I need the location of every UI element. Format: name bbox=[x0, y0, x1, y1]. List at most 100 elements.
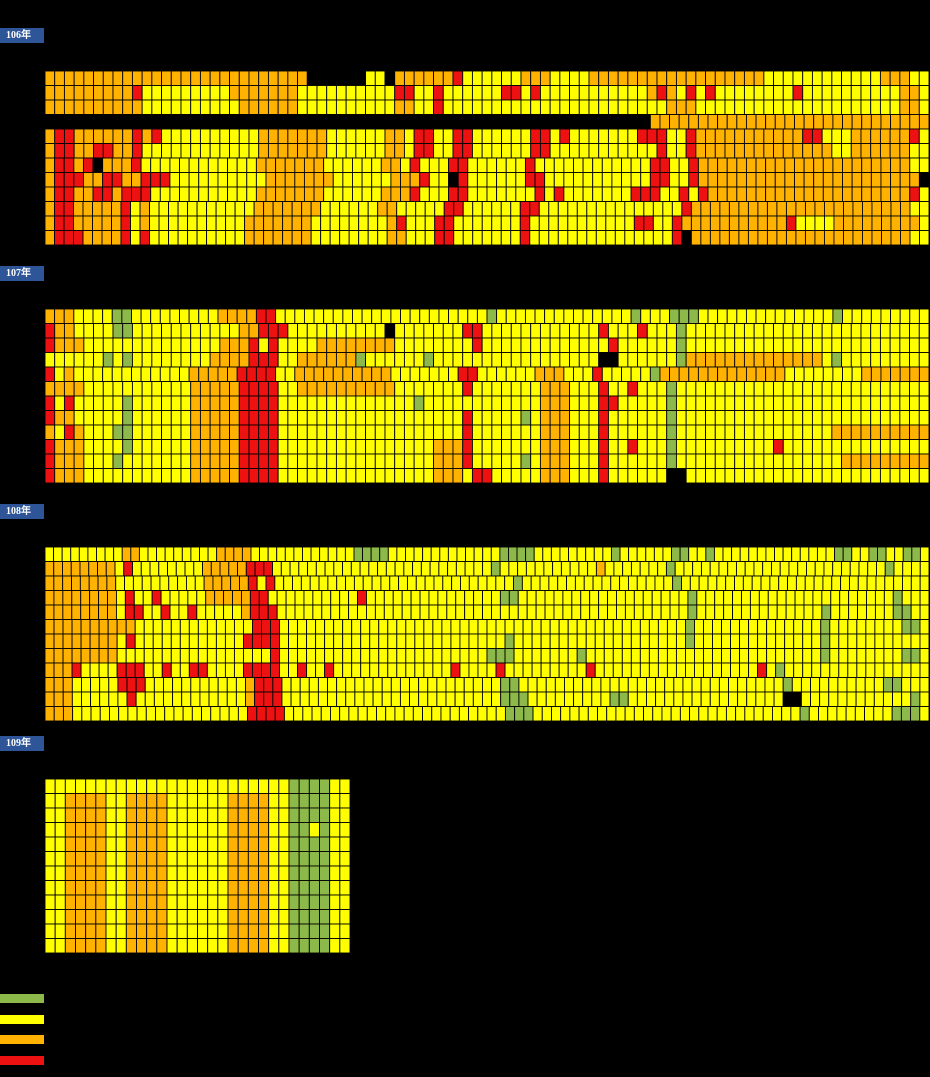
heatmap-cell bbox=[549, 410, 561, 426]
heatmap-cell bbox=[403, 85, 415, 101]
heatmap-cell bbox=[310, 215, 322, 231]
heatmap-cell bbox=[332, 157, 344, 173]
heatmap-cell bbox=[666, 85, 677, 101]
heatmap-cell bbox=[861, 366, 872, 382]
heatmap-cell bbox=[491, 85, 503, 101]
heatmap-cell bbox=[141, 468, 153, 484]
heatmap-cell bbox=[176, 822, 188, 838]
heatmap-cell bbox=[549, 424, 561, 440]
heatmap-cell bbox=[335, 468, 347, 484]
heatmap-cell bbox=[846, 691, 857, 707]
heatmap-cell bbox=[277, 410, 289, 426]
heatmap-cell bbox=[666, 619, 677, 635]
heatmap-cell bbox=[53, 547, 63, 562]
heatmap-cell bbox=[874, 633, 885, 649]
heatmap-cell bbox=[54, 938, 66, 954]
heatmap-cell bbox=[306, 71, 318, 86]
heatmap-cell bbox=[275, 186, 286, 202]
heatmap-cell bbox=[682, 677, 693, 693]
heatmap-cell bbox=[538, 215, 550, 231]
heatmap-cell bbox=[678, 604, 689, 620]
heatmap-cell bbox=[705, 468, 716, 484]
heatmap-cell bbox=[592, 366, 603, 382]
heatmap-cell bbox=[646, 337, 658, 353]
heatmap-cell bbox=[339, 822, 350, 838]
heatmap-cell bbox=[705, 352, 716, 368]
heatmap-cell bbox=[161, 395, 172, 411]
heatmap-cell bbox=[919, 575, 930, 591]
heatmap-cell bbox=[482, 547, 492, 562]
heatmap-cell bbox=[413, 323, 425, 339]
heatmap-cell bbox=[697, 114, 709, 130]
heatmap-cell bbox=[436, 677, 447, 693]
heatmap-cell bbox=[747, 215, 759, 231]
heatmap-cell bbox=[150, 309, 161, 324]
heatmap-cell bbox=[660, 590, 671, 606]
heatmap-cell bbox=[477, 619, 488, 635]
heatmap-cell bbox=[831, 453, 843, 469]
heatmap-cell bbox=[219, 468, 231, 484]
heatmap-cell bbox=[348, 201, 360, 217]
heatmap-cell bbox=[54, 352, 65, 368]
heatmap-cell bbox=[227, 114, 238, 130]
heatmap-cell bbox=[394, 561, 405, 577]
heatmap-cell bbox=[571, 604, 582, 620]
heatmap-cell bbox=[442, 323, 454, 339]
heatmap-cell bbox=[525, 561, 536, 577]
heatmap-cell bbox=[850, 439, 862, 455]
heatmap-cell bbox=[378, 662, 389, 678]
heatmap-cell bbox=[348, 590, 358, 606]
heatmap-cell bbox=[73, 71, 85, 86]
heatmap-cell bbox=[607, 410, 619, 426]
heatmap-cell bbox=[919, 215, 930, 231]
heatmap-cell bbox=[158, 561, 168, 577]
heatmap-cell bbox=[400, 186, 411, 202]
heatmap-cell bbox=[217, 779, 229, 794]
heatmap-cell bbox=[666, 337, 677, 353]
heatmap-cell bbox=[410, 590, 421, 606]
heatmap-cell bbox=[889, 99, 901, 115]
heatmap-cell bbox=[861, 114, 872, 130]
heatmap-cell bbox=[122, 352, 133, 368]
heatmap-cell bbox=[481, 71, 493, 86]
heatmap-cell bbox=[207, 909, 219, 925]
heatmap-cell bbox=[850, 85, 862, 101]
heatmap-cell bbox=[170, 633, 181, 649]
heatmap-cell bbox=[45, 157, 56, 173]
heatmap-cell bbox=[598, 143, 609, 159]
heatmap-cell bbox=[377, 201, 388, 217]
heatmap-cell bbox=[899, 128, 911, 144]
heatmap-cell bbox=[339, 851, 350, 867]
heatmap-cell bbox=[585, 648, 596, 664]
heatmap-cell bbox=[481, 381, 493, 397]
heatmap-cell bbox=[332, 172, 344, 188]
heatmap-cell bbox=[462, 99, 473, 115]
heatmap-cell bbox=[441, 619, 452, 635]
heatmap-cell bbox=[842, 114, 853, 130]
heatmap-cell bbox=[107, 590, 117, 606]
heatmap-cell bbox=[54, 114, 65, 130]
heatmap-cell bbox=[125, 894, 137, 910]
heatmap-cell bbox=[45, 633, 55, 649]
heatmap-cell bbox=[909, 230, 920, 246]
heatmap-cell bbox=[339, 230, 350, 246]
heatmap-cell bbox=[190, 410, 201, 426]
heatmap-cell bbox=[491, 439, 503, 455]
heatmap-cell bbox=[910, 575, 921, 591]
heatmap-cell bbox=[441, 648, 452, 664]
heatmap-cell bbox=[45, 894, 56, 910]
heatmap-cell bbox=[567, 201, 578, 217]
heatmap-cell bbox=[146, 793, 158, 809]
heatmap-cell bbox=[122, 143, 133, 159]
heatmap-cell bbox=[550, 547, 561, 562]
heatmap-cell bbox=[646, 381, 658, 397]
heatmap-cell bbox=[248, 85, 260, 101]
heatmap-cell bbox=[197, 807, 209, 823]
heatmap-cell bbox=[457, 114, 469, 130]
heatmap-cell bbox=[558, 633, 569, 649]
heatmap-cell bbox=[415, 215, 426, 231]
heatmap-cell bbox=[312, 590, 323, 606]
heatmap-cell bbox=[54, 851, 66, 867]
heatmap-cell bbox=[850, 323, 862, 339]
heatmap-cell bbox=[365, 143, 376, 159]
